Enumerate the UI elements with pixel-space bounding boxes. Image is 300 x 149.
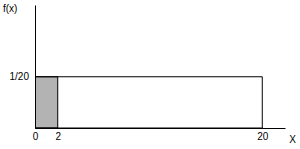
y-axis: 1/20 — [10, 6, 36, 129]
shaded-region — [35, 77, 58, 128]
x-tick-label: 0 — [33, 131, 39, 142]
density-area — [35, 77, 262, 128]
plot-area — [35, 77, 262, 128]
x-tick: 2 — [55, 128, 61, 142]
x-axis-line — [36, 128, 286, 129]
chart: 0 2 20 1/20 f(x) X — [0, 0, 300, 149]
x-tick: 20 — [257, 128, 269, 142]
x-tick-label: 20 — [257, 131, 269, 142]
y-axis-title: f(x) — [3, 3, 17, 14]
y-tick: 1/20 — [10, 71, 35, 82]
y-axis-line — [35, 6, 36, 129]
x-axis-title: X — [289, 134, 296, 145]
y-tick-label: 1/20 — [10, 71, 30, 82]
x-tick-label: 2 — [55, 131, 61, 142]
x-tick: 0 — [33, 128, 39, 142]
x-axis: 0 2 20 — [33, 128, 286, 142]
